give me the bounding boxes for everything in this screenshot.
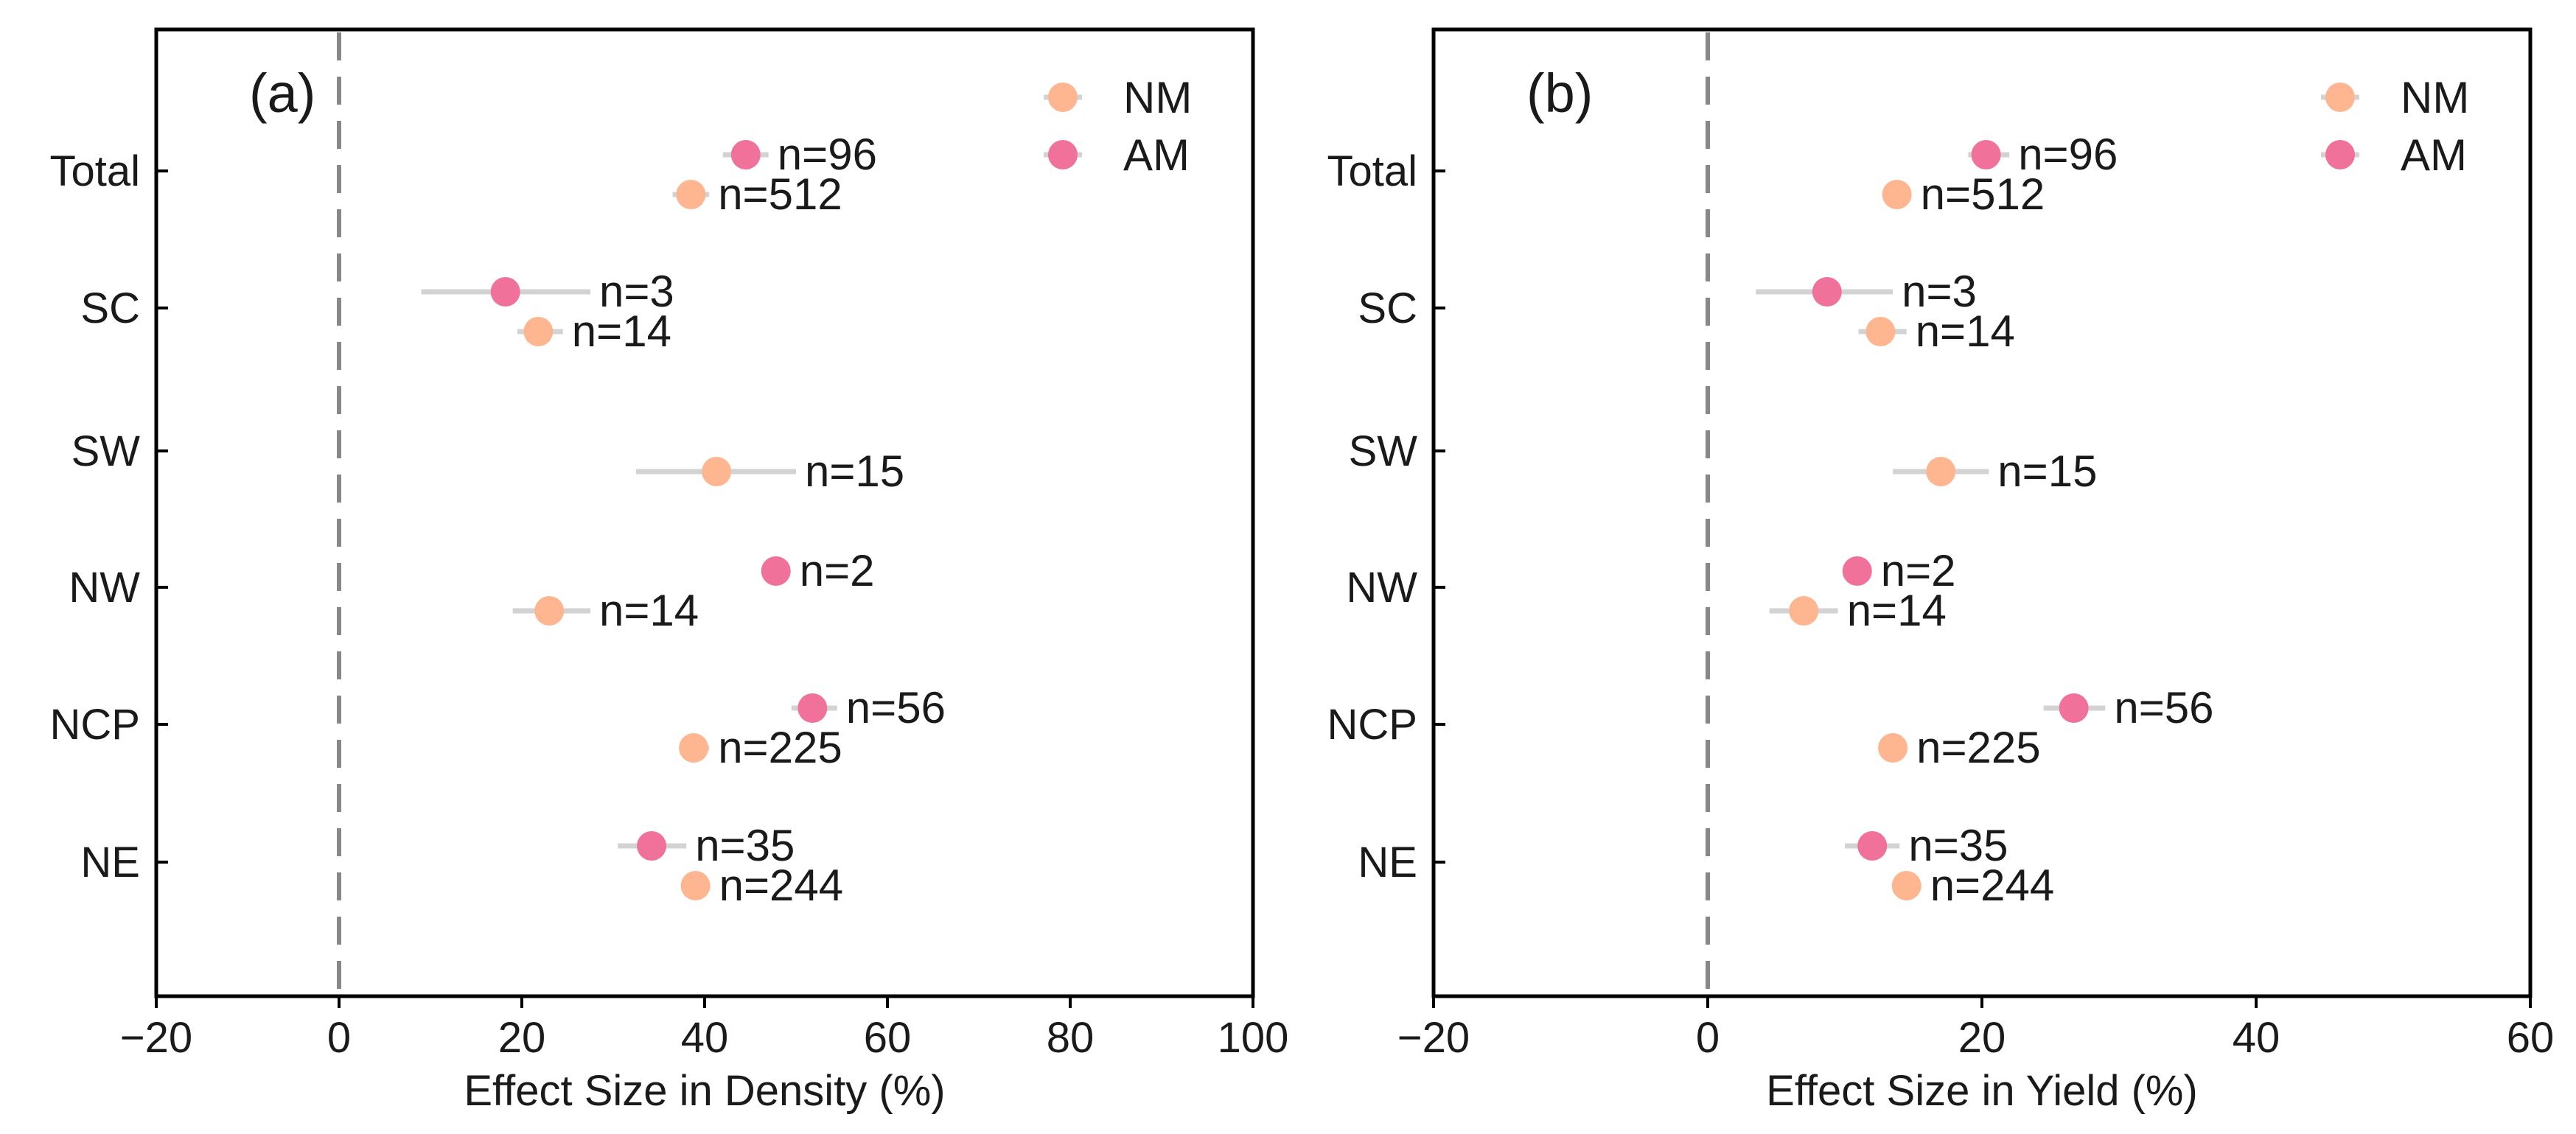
- x-tick-label: 0: [1696, 1014, 1720, 1062]
- panel-label: (b): [1526, 63, 1593, 124]
- legend-marker-am: [1048, 140, 1078, 169]
- data-point-am-sc: [1812, 277, 1842, 307]
- data-point-am-total: [1971, 140, 2001, 169]
- legend-marker-nm: [2325, 83, 2355, 112]
- data-point-nm-ne: [1891, 871, 1921, 900]
- legend-marker-am: [2325, 140, 2355, 169]
- data-point-am-ne: [637, 831, 667, 861]
- series-nm: n=512 n=14 n=15 n=14 n=225 n=244: [1769, 169, 2097, 910]
- chart-panel-b: −20 0 20 40 60 Effect Size in Yield (%) Total S…: [1327, 27, 2555, 1115]
- legend-marker-nm: [1048, 83, 1078, 112]
- x-tick-label: 60: [2507, 1014, 2555, 1062]
- data-point-nm-nw: [1789, 596, 1819, 626]
- sample-size-label: n=225: [1916, 723, 2041, 772]
- sample-size-label: n=96: [778, 130, 877, 179]
- chart-panel-a: −20 0 20 40 60 80 100 Effect Size in Density (%…: [49, 27, 1289, 1115]
- data-point-am-ncp: [2059, 693, 2089, 723]
- x-tick-label: 60: [864, 1014, 912, 1062]
- data-point-am-ncp: [797, 693, 828, 723]
- sample-size-label: n=56: [846, 683, 946, 732]
- sample-size-label: n=2: [800, 546, 875, 595]
- sample-size-label: n=3: [599, 267, 674, 316]
- data-point-nm-ncp: [1878, 733, 1908, 763]
- sample-size-label: n=244: [719, 861, 844, 910]
- data-point-am-ne: [1857, 831, 1888, 861]
- sample-size-label: n=14: [599, 586, 699, 635]
- y-tick-label-sc: SC: [80, 284, 140, 332]
- x-tick-label: 40: [2233, 1014, 2280, 1062]
- sample-size-label: n=225: [718, 723, 842, 772]
- y-tick-label-nw: NW: [1346, 564, 1417, 612]
- legend-label-am: AM: [1123, 130, 1190, 180]
- x-tick-label: 20: [498, 1014, 546, 1062]
- legend: NM AM: [2321, 73, 2469, 180]
- y-tick-label-sw: SW: [1349, 427, 1418, 475]
- legend-label-nm: NM: [1123, 73, 1192, 122]
- y-tick-label-total: Total: [49, 147, 140, 195]
- y-tick-label-ncp: NCP: [50, 701, 140, 749]
- legend-label-am: AM: [2401, 130, 2467, 180]
- sample-size-label: n=512: [1921, 169, 2045, 219]
- sample-size-label: n=244: [1930, 861, 2055, 910]
- series-nm: n=512 n=14 n=15 n=14 n=225 n=244: [512, 169, 904, 910]
- sample-size-label: n=14: [1916, 307, 2015, 356]
- data-point-am-nw: [761, 556, 791, 586]
- data-point-am-nw: [1842, 556, 1872, 586]
- data-point-nm-sw: [1926, 457, 1956, 486]
- y-tick-label-nw: NW: [69, 564, 140, 612]
- data-point-am-sc: [490, 277, 520, 307]
- y-tick-label-ne: NE: [80, 839, 140, 886]
- data-point-nm-sw: [702, 457, 732, 486]
- sample-size-label: n=35: [695, 821, 795, 870]
- sample-size-label: n=14: [572, 307, 671, 356]
- x-tick-label: 0: [327, 1014, 351, 1062]
- x-tick-label: −20: [120, 1014, 192, 1062]
- y-tick-label-sc: SC: [1358, 284, 1417, 332]
- sample-size-label: n=96: [2018, 130, 2118, 179]
- sample-size-label: n=56: [2114, 683, 2213, 732]
- y-tick-label-total: Total: [1327, 147, 1417, 195]
- x-axis-label: Effect Size in Density (%): [464, 1067, 945, 1115]
- sample-size-label: n=14: [1847, 586, 1947, 635]
- x-tick-label: 80: [1047, 1014, 1095, 1062]
- sample-size-label: n=35: [1908, 821, 2008, 870]
- data-point-nm-total: [676, 180, 706, 209]
- data-point-nm-ncp: [679, 733, 709, 763]
- panel-label: (a): [249, 63, 315, 124]
- series-am: n=96 n=3 n=2 n=56 n=35: [1756, 130, 2214, 870]
- sample-size-label: n=2: [1881, 546, 1956, 595]
- x-tick-label: 100: [1218, 1014, 1289, 1062]
- data-point-nm-sc: [523, 317, 554, 346]
- series-am: n=96 n=3 n=2 n=56 n=35: [421, 130, 946, 870]
- x-tick-label: −20: [1397, 1014, 1470, 1062]
- y-tick-label-ncp: NCP: [1327, 701, 1417, 749]
- x-axis-label: Effect Size in Yield (%): [1766, 1067, 2198, 1115]
- y-tick-label-ne: NE: [1358, 839, 1417, 886]
- data-point-nm-nw: [534, 596, 565, 626]
- data-point-nm-ne: [680, 871, 711, 900]
- legend: NM AM: [1044, 73, 1192, 180]
- x-tick-label: 20: [1958, 1014, 2006, 1062]
- data-point-nm-total: [1882, 180, 1912, 209]
- legend-label-nm: NM: [2401, 73, 2469, 122]
- y-tick-label-sw: SW: [71, 427, 141, 475]
- sample-size-label: n=3: [1902, 267, 1977, 316]
- data-point-nm-sc: [1865, 317, 1896, 346]
- sample-size-label: n=15: [805, 447, 904, 496]
- sample-size-label: n=15: [1997, 447, 2097, 496]
- sample-size-label: n=512: [718, 169, 842, 219]
- x-tick-label: 40: [681, 1014, 729, 1062]
- data-point-am-total: [730, 140, 761, 169]
